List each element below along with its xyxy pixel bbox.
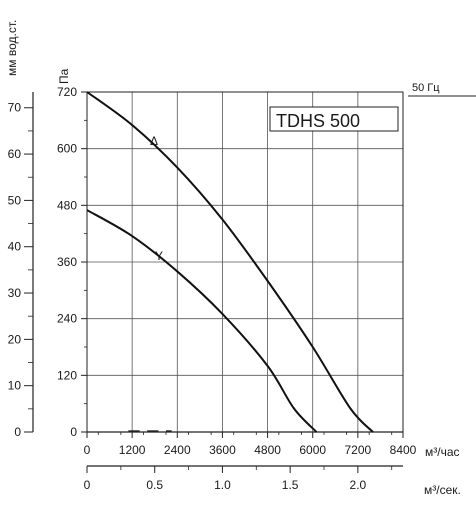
y2-tick-label: 40 (8, 240, 22, 254)
x2-unit-label: м³/сек. (424, 483, 461, 497)
y-tick-label: 600 (57, 142, 77, 156)
x-tick-label: 4800 (254, 443, 281, 457)
frequency-label: 50 Гц (412, 82, 440, 94)
curves (86, 91, 374, 433)
series-label-delta: Δ (150, 134, 158, 148)
y2-tick-label: 20 (8, 332, 22, 346)
x2-tick-label: 0.5 (146, 478, 163, 492)
x2-tick-label: 2.0 (350, 478, 367, 492)
grid (86, 91, 404, 433)
y2-tick-label: 70 (8, 101, 22, 115)
x-tick-label: 7200 (345, 443, 372, 457)
y2-tick-label: 30 (8, 286, 22, 300)
x-unit-label: м³/час (425, 445, 460, 459)
y2-tick-label: 0 (14, 425, 21, 439)
chart-title: TDHS 500 (276, 111, 360, 131)
y-unit-label: Па (57, 68, 71, 84)
x-tick-label: 0 (84, 443, 91, 457)
y-tick-label: 480 (57, 198, 77, 212)
x-tick-label: 1200 (119, 443, 146, 457)
x-tick-label: 6000 (299, 443, 326, 457)
y2-unit-label: мм вод.ст. (5, 20, 19, 76)
y2-tick-label: 10 (8, 379, 22, 393)
y-tick-label: 240 (57, 312, 77, 326)
x-tick-label: 3600 (209, 443, 236, 457)
x-tick-label: 2400 (164, 443, 191, 457)
x2-tick-label: 1.5 (282, 478, 299, 492)
y-tick-label: 360 (57, 255, 77, 269)
y2-tick-label: 50 (8, 193, 22, 207)
y2-tick-label: 60 (8, 147, 22, 161)
curve-delta (86, 91, 374, 433)
x2-tick-label: 0 (84, 478, 91, 492)
axes (24, 91, 404, 473)
title-box (269, 106, 399, 132)
curve-y (86, 209, 318, 433)
y-tick-label: 120 (57, 368, 77, 382)
x-tick-label: 8400 (390, 443, 417, 457)
y-tick-label: 0 (70, 425, 77, 439)
x2-tick-label: 1.0 (214, 478, 231, 492)
y-tick-label: 720 (57, 85, 77, 99)
series-label-y: Y (155, 249, 163, 263)
